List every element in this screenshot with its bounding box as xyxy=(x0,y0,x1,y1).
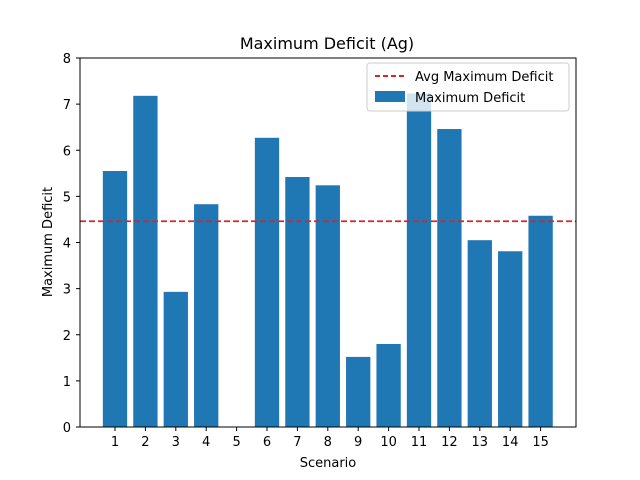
x-tick-label: 2 xyxy=(141,435,149,450)
x-tick-label: 5 xyxy=(232,435,240,450)
y-tick-label: 8 xyxy=(63,52,71,67)
legend: Avg Maximum Deficit Maximum Deficit xyxy=(366,62,570,112)
bar-scenario-15 xyxy=(528,215,553,427)
x-tick-label: 13 xyxy=(472,435,489,450)
y-axis-ticks: 0 1 2 3 4 5 6 7 8 xyxy=(63,52,80,436)
bar-scenario-3 xyxy=(163,291,188,427)
bar-scenario-11 xyxy=(406,93,432,428)
y-tick-label: 3 xyxy=(63,283,71,298)
y-tick-label: 1 xyxy=(63,375,71,390)
x-tick-label: 6 xyxy=(263,435,271,450)
x-tick-label: 11 xyxy=(411,435,428,450)
bar-scenario-10 xyxy=(376,343,401,427)
legend-bar-label: Maximum Deficit xyxy=(415,91,525,106)
x-tick-label: 8 xyxy=(324,435,332,450)
y-axis-label: Maximum Deficit xyxy=(41,187,56,297)
x-axis-ticks: 1 2 3 4 5 6 7 8 9 10 11 12 13 14 15 xyxy=(111,427,549,450)
x-tick-label: 3 xyxy=(172,435,180,450)
bar-scenario-2 xyxy=(133,95,158,427)
x-tick-label: 1 xyxy=(111,435,119,450)
y-tick-label: 7 xyxy=(63,98,71,113)
bar-scenario-8 xyxy=(315,185,340,427)
y-tick-label: 6 xyxy=(63,144,71,159)
legend-bar-swatch xyxy=(375,91,405,102)
bar-scenario-12 xyxy=(437,129,462,427)
y-tick-label: 2 xyxy=(63,329,71,344)
legend-box xyxy=(366,62,570,112)
y-tick-label: 4 xyxy=(63,237,71,252)
chart-title: Maximum Deficit (Ag) xyxy=(240,34,414,53)
x-tick-label: 15 xyxy=(532,435,549,450)
bar-scenario-9 xyxy=(346,356,371,427)
x-tick-label: 4 xyxy=(202,435,210,450)
bar-scenario-13 xyxy=(467,240,492,427)
legend-avg-label: Avg Maximum Deficit xyxy=(415,70,553,85)
bar-scenario-6 xyxy=(254,137,280,427)
x-tick-label: 9 xyxy=(354,435,362,450)
bars-group xyxy=(102,93,553,428)
y-tick-label: 5 xyxy=(63,190,71,205)
x-tick-label: 7 xyxy=(293,435,301,450)
bar-scenario-14 xyxy=(498,251,523,427)
x-axis-label: Scenario xyxy=(300,456,357,471)
x-tick-label: 10 xyxy=(380,435,397,450)
bar-scenario-1 xyxy=(102,171,128,427)
bar-scenario-4 xyxy=(194,204,219,427)
x-tick-label: 14 xyxy=(502,435,519,450)
y-tick-label: 0 xyxy=(63,421,71,436)
bar-scenario-7 xyxy=(285,177,310,427)
x-tick-label: 12 xyxy=(441,435,458,450)
